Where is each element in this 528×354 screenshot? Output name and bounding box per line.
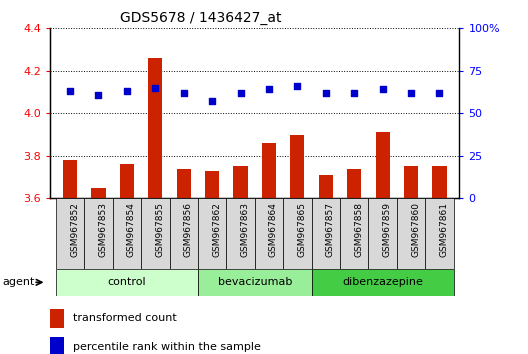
Bar [262, 143, 276, 198]
Point [350, 90, 359, 96]
Bar [63, 160, 77, 198]
Point [151, 85, 159, 91]
Point [208, 98, 216, 104]
Bar [312, 198, 340, 269]
Text: agent: agent [3, 277, 35, 287]
Point [122, 88, 131, 94]
Text: GDS5678 / 1436427_at: GDS5678 / 1436427_at [120, 11, 281, 25]
Bar [340, 198, 369, 269]
Bar [397, 198, 425, 269]
Text: GSM967861: GSM967861 [439, 202, 448, 257]
Text: GSM967864: GSM967864 [269, 202, 278, 257]
Bar [198, 198, 227, 269]
Text: GSM967853: GSM967853 [98, 202, 108, 257]
Point [237, 90, 245, 96]
Bar [312, 269, 454, 296]
Bar [319, 175, 333, 198]
Bar [283, 198, 312, 269]
Text: GSM967858: GSM967858 [354, 202, 363, 257]
Bar [112, 198, 141, 269]
Text: control: control [108, 277, 146, 287]
Bar [404, 166, 418, 198]
Text: GSM967856: GSM967856 [184, 202, 193, 257]
Bar [148, 58, 163, 198]
Text: transformed count: transformed count [73, 313, 176, 323]
Point [293, 83, 301, 89]
Point [379, 87, 387, 92]
Bar [375, 132, 390, 198]
Text: GSM967852: GSM967852 [70, 202, 79, 257]
Text: GSM967865: GSM967865 [297, 202, 306, 257]
Bar [84, 198, 112, 269]
Bar [56, 269, 198, 296]
Bar [227, 198, 255, 269]
Text: GSM967854: GSM967854 [127, 202, 136, 257]
Bar [255, 198, 283, 269]
Text: GSM967859: GSM967859 [383, 202, 392, 257]
Text: GSM967862: GSM967862 [212, 202, 221, 257]
Bar [50, 309, 64, 328]
Point [66, 88, 74, 94]
Bar [290, 135, 305, 198]
Bar [369, 198, 397, 269]
Bar [233, 166, 248, 198]
Bar [91, 188, 106, 198]
Bar [120, 164, 134, 198]
Bar [432, 166, 447, 198]
Point [94, 92, 102, 97]
Point [180, 90, 188, 96]
Bar [205, 171, 219, 198]
Text: GSM967863: GSM967863 [241, 202, 250, 257]
Text: GSM967857: GSM967857 [326, 202, 335, 257]
Text: percentile rank within the sample: percentile rank within the sample [73, 342, 260, 352]
Bar [50, 337, 64, 354]
Point [407, 90, 416, 96]
Point [265, 87, 273, 92]
Bar [169, 198, 198, 269]
Text: GSM967855: GSM967855 [155, 202, 164, 257]
Bar [425, 198, 454, 269]
Bar [198, 269, 312, 296]
Bar [176, 169, 191, 198]
Bar [141, 198, 169, 269]
Text: bevacizumab: bevacizumab [218, 277, 292, 287]
Text: GSM967860: GSM967860 [411, 202, 420, 257]
Text: dibenzazepine: dibenzazepine [342, 277, 423, 287]
Bar [347, 169, 361, 198]
Point [322, 90, 330, 96]
Point [435, 90, 444, 96]
Bar [56, 198, 84, 269]
